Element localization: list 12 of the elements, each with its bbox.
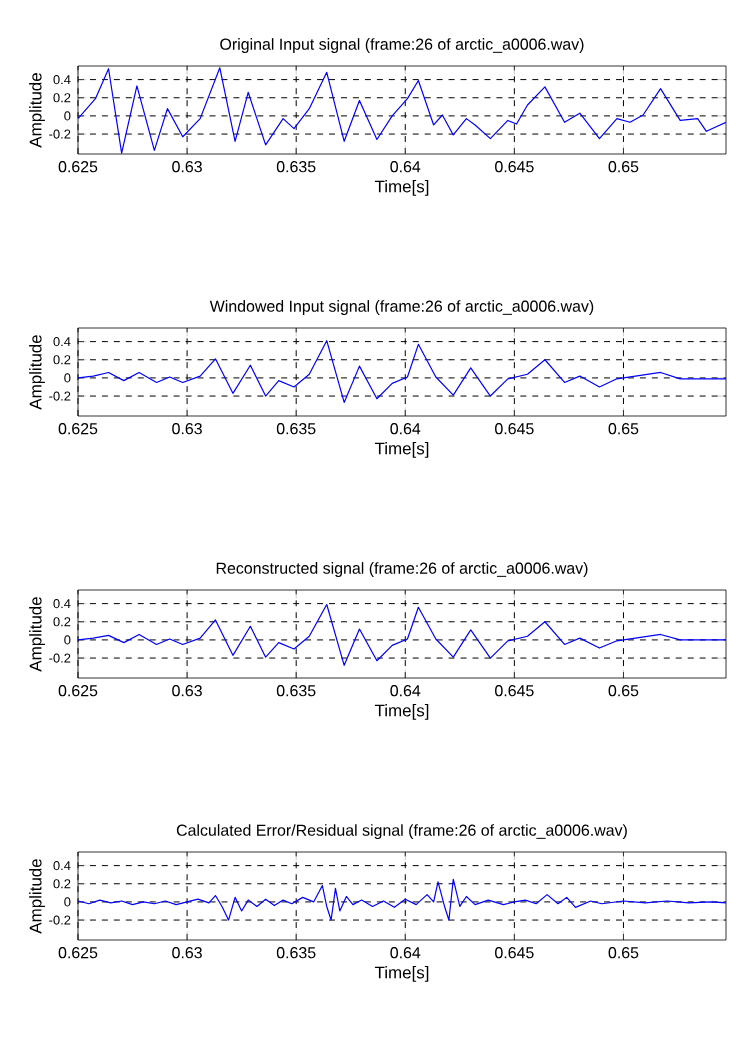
line-series xyxy=(78,340,727,403)
x-axis-title: Time[s] xyxy=(374,966,429,982)
line-series xyxy=(78,67,727,154)
y-axis-title: Amplitude xyxy=(29,335,45,410)
x-axis-title: Time[s] xyxy=(374,180,429,196)
y-axis-title: Amplitude xyxy=(29,73,45,148)
y-axis-title: Amplitude xyxy=(29,859,45,934)
x-axis-title: Time[s] xyxy=(374,704,429,720)
line-series xyxy=(78,603,727,666)
x-axis-title: Time[s] xyxy=(374,442,429,458)
line-series xyxy=(78,878,727,921)
y-axis-title: Amplitude xyxy=(29,597,45,672)
